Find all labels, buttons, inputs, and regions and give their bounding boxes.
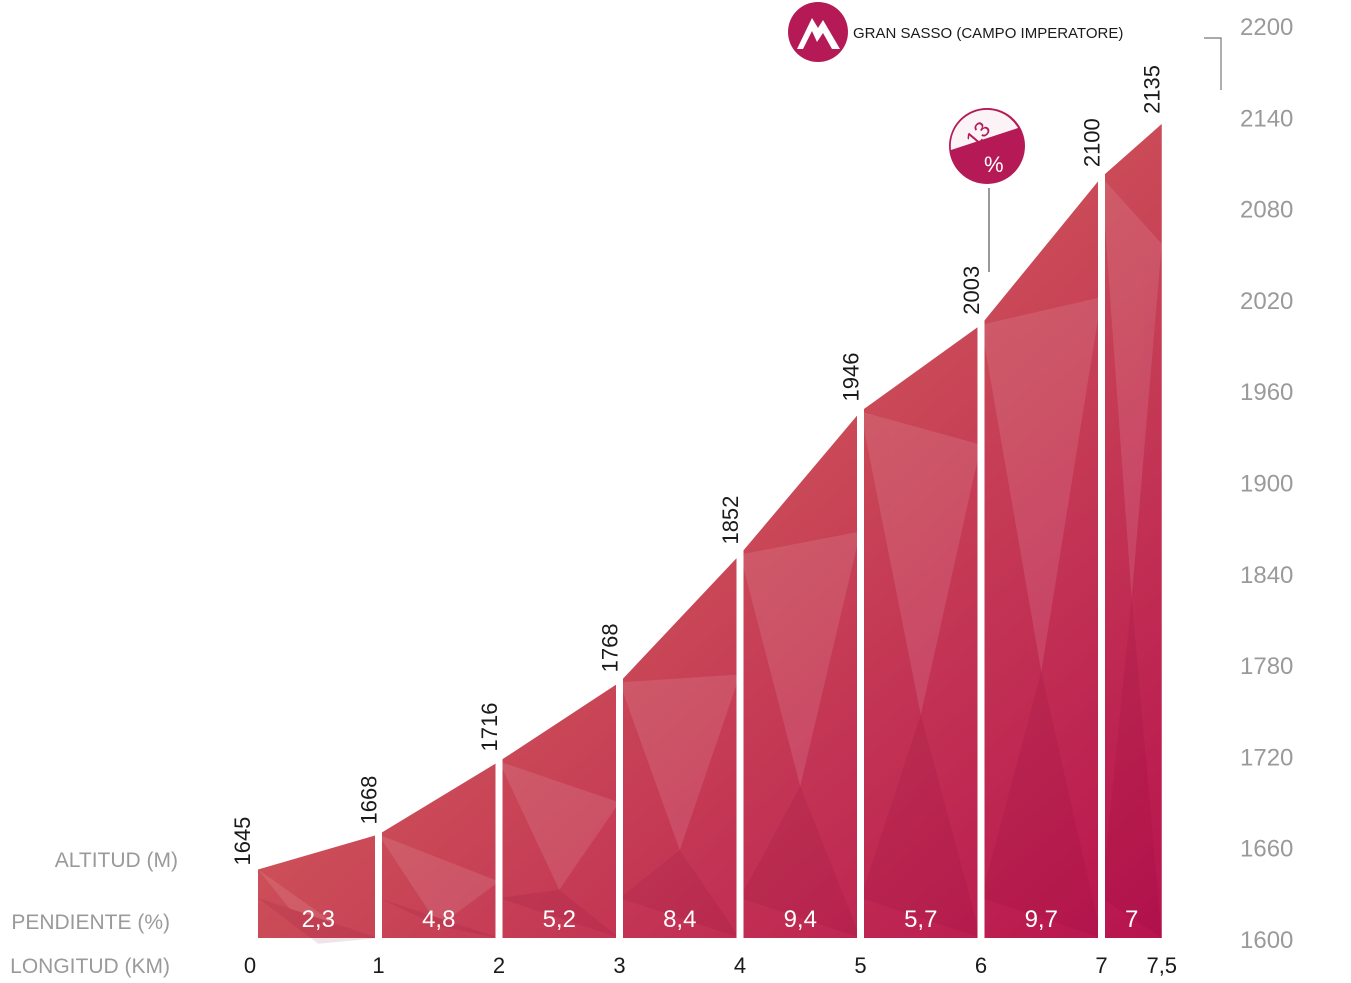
profile-facet: [499, 761, 620, 890]
x-tick-label: 0: [244, 953, 256, 978]
profile-facet: [981, 671, 1102, 938]
slope-label: 5,7: [904, 906, 937, 933]
x-tick-label: 3: [613, 953, 625, 978]
slope-label: 8,4: [663, 906, 696, 933]
x-tick-label: 5: [854, 953, 866, 978]
summit-name: GRAN SASSO (CAMPO IMPERATORE): [853, 25, 1123, 42]
y-tick-label: 1900: [1240, 471, 1293, 498]
mountain-icon: [797, 18, 840, 49]
profile-facet: [619, 674, 740, 851]
y-tick-label: 1960: [1240, 379, 1293, 406]
x-tick-label: 6: [975, 953, 987, 978]
y-tick-label: 2020: [1240, 288, 1293, 315]
altitude-label: 1645: [230, 817, 255, 866]
y-tick-label: 1780: [1240, 653, 1293, 680]
altitude-label: 1668: [357, 776, 382, 825]
top-tick-bracket: [1204, 37, 1222, 90]
profile-area: [258, 123, 1162, 939]
altitude-label: 2135: [1140, 65, 1165, 114]
distance-row-label: LONGITUD (KM): [10, 955, 170, 978]
y-tick-label: 2200: [1240, 14, 1293, 41]
x-tick-label: 1: [372, 953, 384, 978]
altitude-label: 1716: [477, 703, 502, 752]
profile-facet: [499, 889, 620, 938]
y-tick-label: 2080: [1240, 197, 1293, 224]
profile-facet: [860, 411, 981, 715]
profile-facet: [860, 714, 981, 938]
max-slope-unit: %: [984, 152, 1004, 177]
altitude-label: 2003: [959, 266, 984, 315]
y-tick-label: 2140: [1240, 105, 1293, 132]
x-tick-label: 7: [1095, 953, 1107, 978]
max-slope-badge: 13 %: [949, 108, 1025, 184]
slope-row-label: PENDIENTE (%): [11, 911, 170, 934]
slope-label: 7: [1125, 906, 1138, 933]
y-tick-label: 1840: [1240, 562, 1293, 589]
slope-label: 4,8: [422, 906, 455, 933]
slope-label: 9,7: [1025, 906, 1058, 933]
altitude-label: 1768: [598, 623, 623, 672]
altitude-label: 1946: [839, 353, 864, 402]
profile-facet: [981, 297, 1102, 672]
y-tick-label: 1600: [1240, 927, 1293, 954]
y-tick-label: 1720: [1240, 744, 1293, 771]
altitude-label: 2100: [1080, 118, 1105, 167]
profile-facet: [1101, 597, 1162, 938]
profile-facet: [740, 531, 861, 787]
slope-label: 9,4: [784, 906, 817, 933]
altitude-label: 1852: [718, 496, 743, 545]
slope-label: 5,2: [543, 906, 576, 933]
profile-facet: [619, 850, 740, 938]
altitude-row-label: ALTITUD (M): [55, 849, 178, 872]
profile-facet: [1101, 177, 1162, 598]
profile-facet: [258, 898, 379, 944]
x-tick-label: 4: [734, 953, 746, 978]
profile-facet: [378, 898, 499, 938]
summit-badge: [788, 2, 848, 62]
profile-facet: [258, 869, 379, 955]
x-tick-label: 7,5: [1146, 953, 1177, 978]
profile-facet: [740, 786, 861, 938]
y-tick-label: 1660: [1240, 836, 1293, 863]
profile-facet: [378, 834, 499, 927]
slope-label: 2,3: [302, 906, 335, 933]
x-tick-label: 2: [493, 953, 505, 978]
